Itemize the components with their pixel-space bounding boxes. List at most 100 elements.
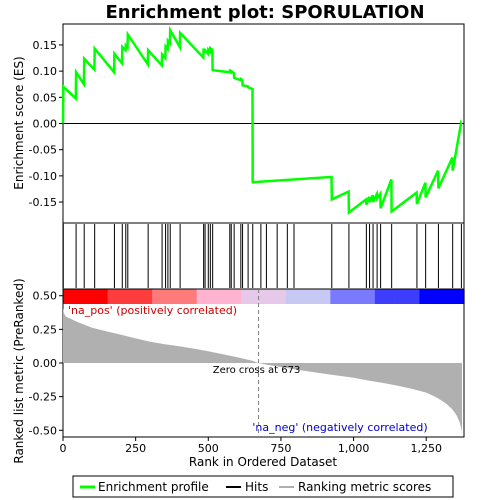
heat-bar-segment	[227, 289, 233, 304]
heat-bar-segment	[290, 289, 296, 304]
heat-bar-segment	[263, 289, 269, 304]
heat-bar-segment	[236, 289, 242, 304]
ranking-metric-area	[63, 307, 462, 437]
es-y-tick-label: 0.05	[33, 91, 58, 104]
heat-bar-segment	[161, 289, 167, 304]
x-tick-label: 0	[60, 442, 67, 455]
heat-bar-segment	[178, 289, 184, 304]
metric-y-axis-label: Ranked list metric (PreRanked)	[12, 278, 26, 463]
hits-marks	[62, 224, 462, 288]
heat-bar-segment	[232, 289, 238, 304]
x-tick-label: 1,250	[410, 442, 442, 455]
heat-bar-segment	[281, 289, 287, 304]
zero-cross-label: Zero cross at 673	[213, 365, 301, 376]
legend-box	[72, 475, 454, 498]
heat-bar-segment	[112, 289, 118, 304]
heat-bar-segment	[85, 289, 91, 304]
heat-bar-segment	[67, 289, 73, 304]
heat-bar-segment	[201, 289, 207, 304]
heat-bar-segment	[241, 289, 247, 304]
heat-bar-segment	[357, 289, 363, 304]
legend-metric-label: Ranking metric scores	[298, 480, 431, 494]
heat-bar-segment	[432, 289, 438, 304]
heat-bar-segment	[325, 289, 331, 304]
heat-bar-segment	[107, 289, 113, 304]
heat-bar-segment	[214, 289, 220, 304]
heat-bar-segment	[406, 289, 412, 304]
heat-bar-segment	[116, 289, 122, 304]
heat-bar-segment	[339, 289, 345, 304]
es-y-tick-label: 0.10	[33, 65, 58, 78]
heat-bar-segment	[374, 289, 380, 304]
heat-bar-segment	[187, 289, 193, 304]
x-tick-label: 750	[270, 442, 291, 455]
heat-bar-segment	[370, 289, 376, 304]
heat-bar-segment	[299, 289, 305, 304]
heat-bar-segment	[103, 289, 109, 304]
heat-bar-segment	[63, 289, 69, 304]
heat-bar-segment	[210, 289, 216, 304]
x-ticks: 0 250 500 750 1,000 1,250	[60, 437, 442, 455]
es-y-tick-label: -0.10	[29, 170, 57, 183]
heat-bar-segment	[152, 289, 158, 304]
heat-bar-segment	[388, 289, 394, 304]
heat-bar-segment	[450, 289, 456, 304]
es-y-tick-label: 0.00	[33, 118, 58, 131]
x-axis-label: Rank in Ordered Dataset	[189, 455, 337, 469]
heat-bar-segment	[272, 289, 278, 304]
heat-bar-segment	[89, 289, 95, 304]
heat-bar-segment	[245, 289, 251, 304]
heat-bar-segment	[308, 289, 314, 304]
heat-bar-segment	[401, 289, 407, 304]
heat-bar-segment	[71, 289, 77, 304]
heat-bar-segment	[192, 289, 198, 304]
heat-bar-segment	[379, 289, 385, 304]
heat-bar-segment	[446, 289, 452, 304]
heat-bar-segment	[303, 289, 309, 304]
heat-bar-segment	[147, 289, 153, 304]
heat-bar-segment	[334, 289, 340, 304]
heat-bar-segment	[294, 289, 300, 304]
heat-bar-segment	[98, 289, 104, 304]
heat-bar-segment	[410, 289, 416, 304]
heat-bar-segment	[352, 289, 358, 304]
heat-bar-segment	[143, 289, 149, 304]
heat-bar-segment	[165, 289, 171, 304]
heat-bar-segment	[138, 289, 144, 304]
heat-bar-segment	[94, 289, 100, 304]
heat-bar-segment	[223, 289, 229, 304]
heat-bar-segment	[259, 289, 265, 304]
legend-enrichment-label: Enrichment profile	[98, 480, 209, 494]
metric-y-tick-label: -0.25	[29, 391, 57, 404]
es-y-tick-label: -0.05	[29, 144, 57, 157]
heat-bar-segment	[205, 289, 211, 304]
heat-bar-segment	[76, 289, 82, 304]
heat-bar-segment	[348, 289, 354, 304]
heat-bar-segment	[80, 289, 86, 304]
heat-bar-segment	[330, 289, 336, 304]
x-tick-label: 500	[198, 442, 219, 455]
heat-bar-segment	[183, 289, 189, 304]
heat-bar-segment	[316, 289, 323, 304]
heat-bar-segment	[459, 289, 465, 304]
legend: Enrichment profile Hits Ranking metric s…	[72, 475, 454, 498]
metric-y-tick-label: 0.00	[33, 357, 58, 370]
heat-bar-segment	[437, 289, 443, 304]
metric-y-tick-label: 0.25	[33, 323, 58, 336]
metric-y-tick-label: 0.50	[33, 290, 58, 303]
pos-correlated-label: 'na_pos' (positively correlated)	[68, 304, 237, 317]
heat-bar-segment	[196, 289, 202, 304]
heat-bar-segment	[361, 289, 367, 304]
metric-y-ticks: -0.50 -0.25 0.00 0.25 0.50	[29, 290, 63, 437]
heat-bar-segment	[321, 289, 327, 304]
heat-bar-segment	[125, 289, 131, 304]
heat-bar-segment	[419, 289, 425, 304]
legend-hits-label: Hits	[245, 480, 268, 494]
heat-bar-segment	[250, 289, 256, 304]
heat-bar-segment	[169, 289, 175, 304]
neg-correlated-label: 'na_neg' (negatively correlated)	[252, 421, 427, 434]
heat-bar-segment	[174, 289, 180, 304]
heat-bar-segment	[383, 289, 389, 304]
metric-y-tick-label: -0.50	[29, 424, 57, 437]
heat-bar-segment	[134, 289, 140, 304]
